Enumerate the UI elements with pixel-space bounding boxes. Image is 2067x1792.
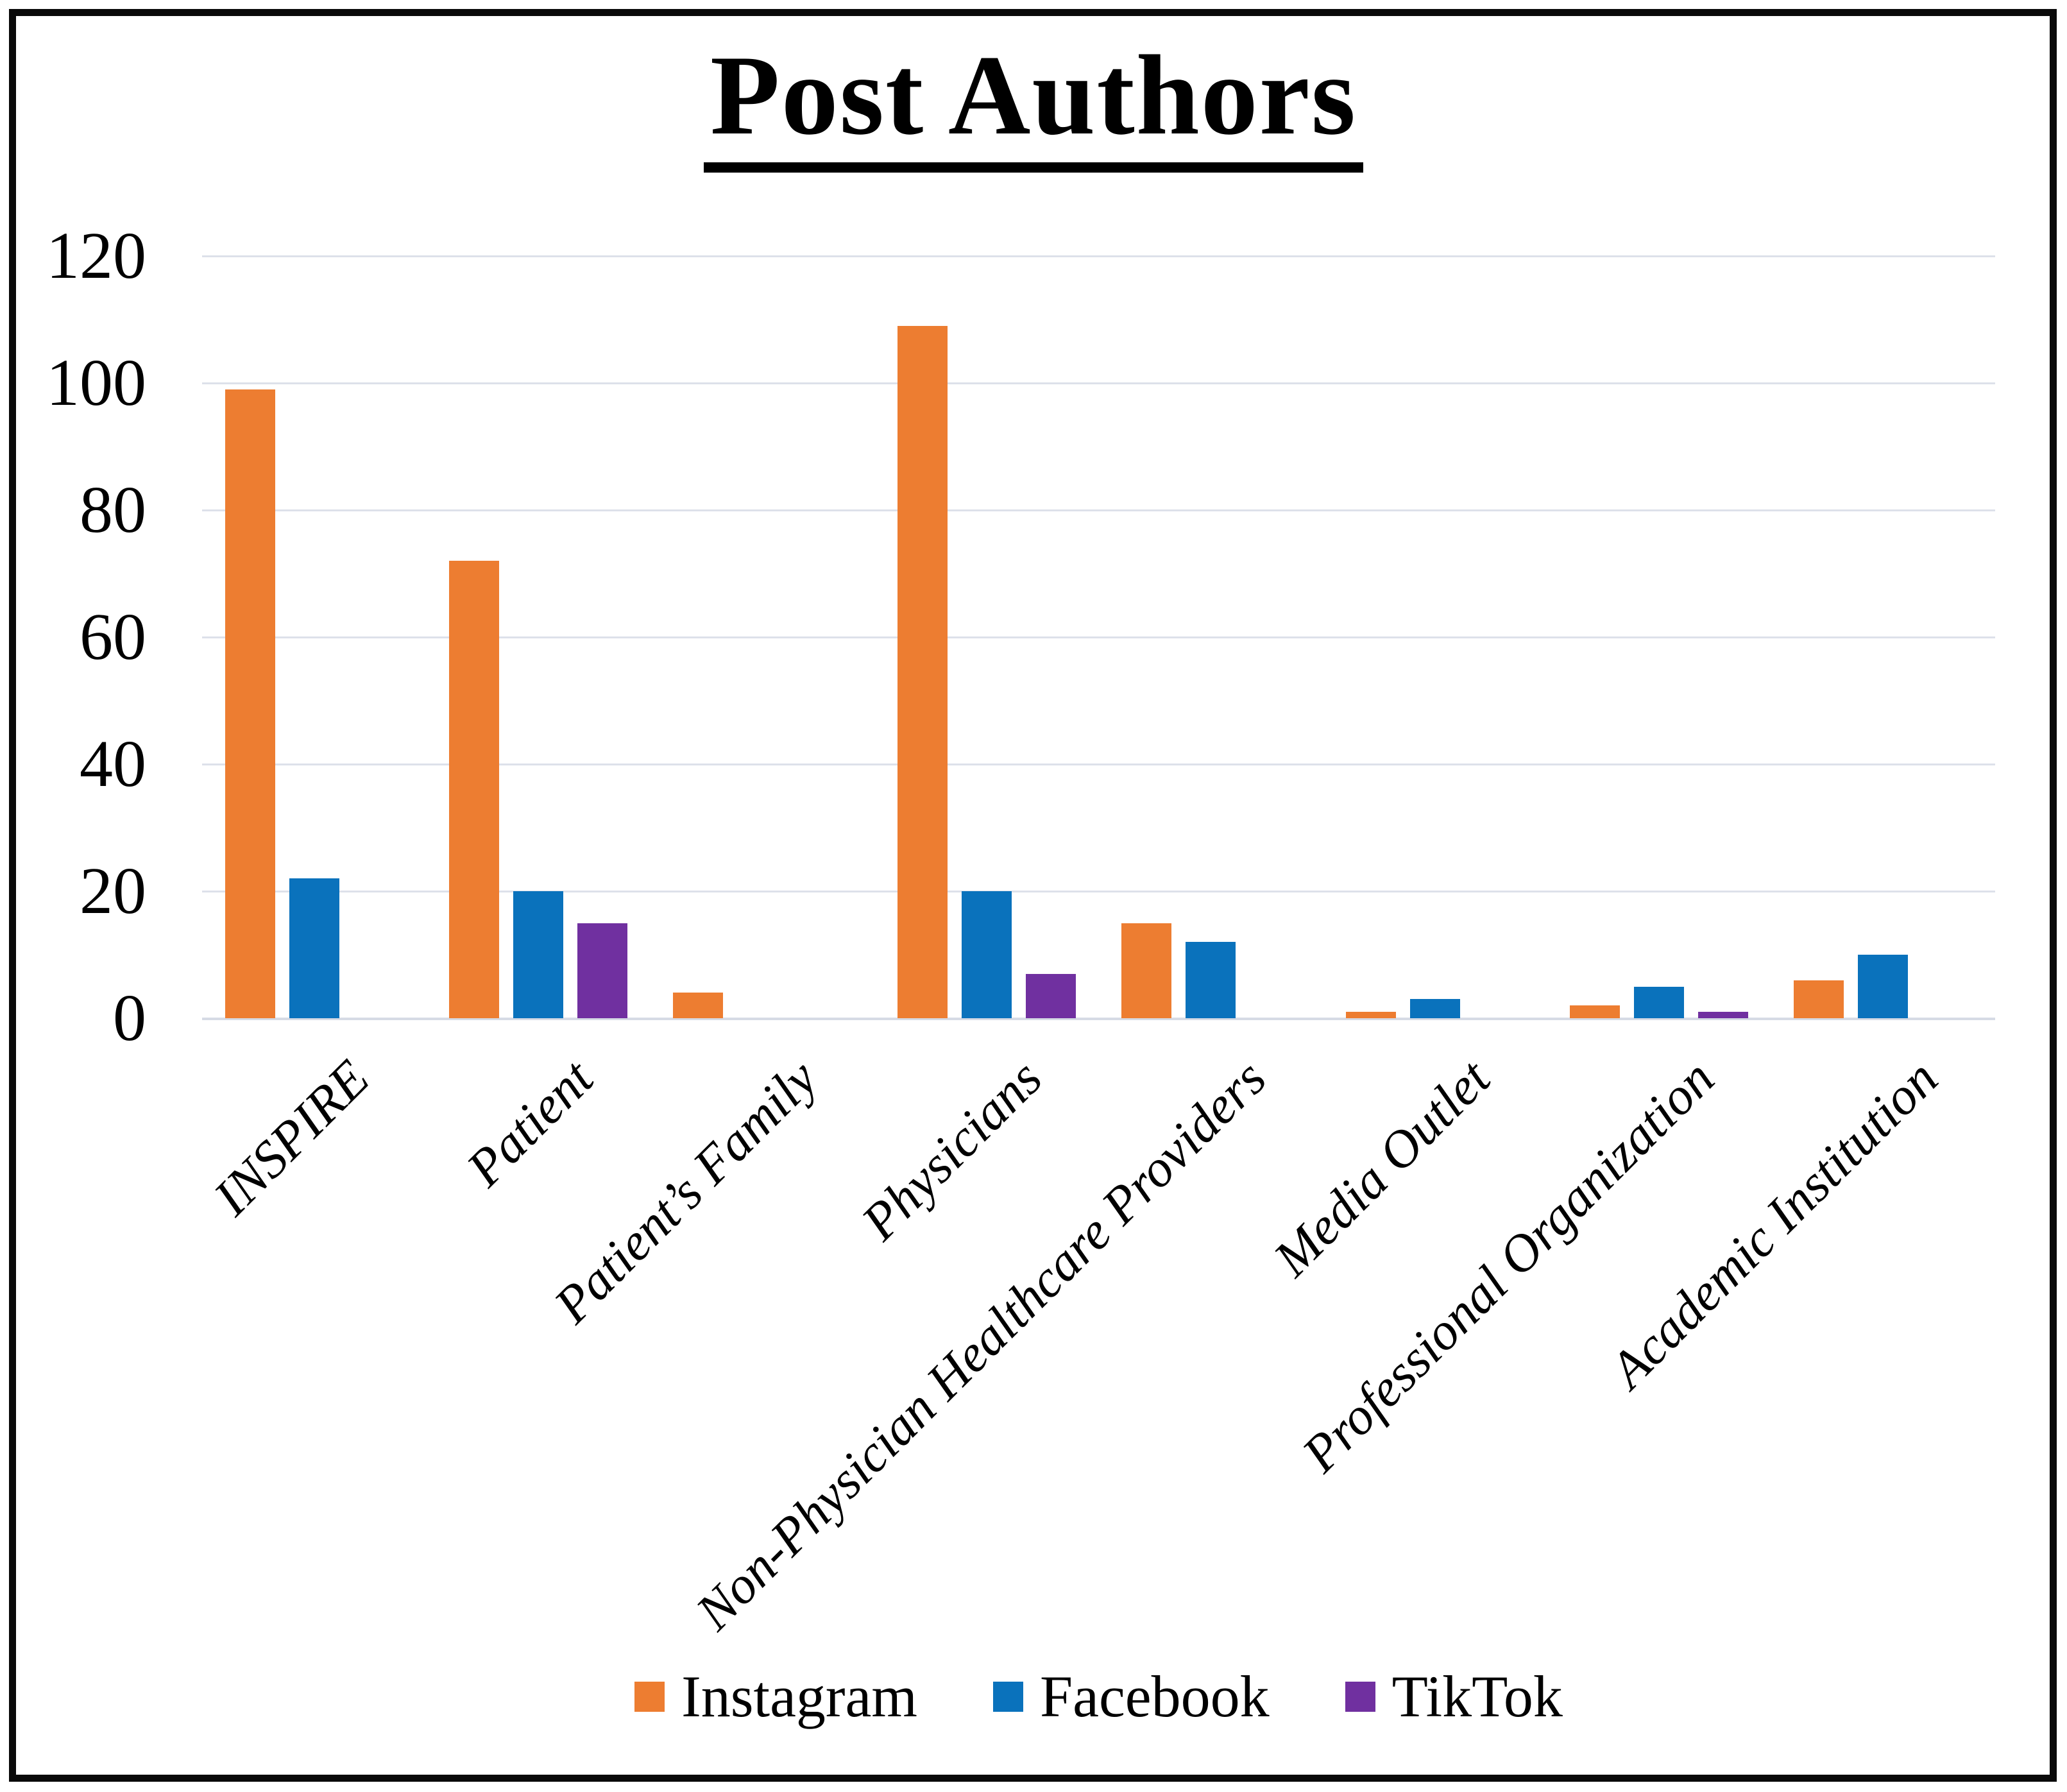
y-tick-label-20: 20 [80,854,146,928]
tiktok-bar [577,923,628,1018]
legend-item-facebook: Facebook [992,1664,1270,1729]
x-category-label: Media Outlet [1262,1048,1501,1288]
legend-item-tiktok: TikTok [1345,1664,1563,1729]
bar-group-5 [1099,256,1323,1018]
gridline-y-0 [202,1018,1995,1020]
bar-group-2 [426,256,650,1018]
instagram-swatch-icon [634,1682,665,1712]
bar-group-7 [1547,256,1771,1018]
instagram-bar [225,389,275,1018]
instagram-bar [1794,980,1844,1018]
x-category-label: Physicians [850,1048,1053,1252]
y-tick-label-100: 100 [46,346,146,420]
facebook-bar [1633,986,1684,1018]
legend: Instagram Facebook TikTok [202,1664,1995,1729]
chart-border-frame [9,9,2057,1782]
facebook-bar [1186,942,1236,1018]
bar-group-6 [1323,256,1547,1018]
instagram-bar [1569,1005,1620,1018]
bar-group-8 [1771,256,1995,1018]
y-tick-label-60: 60 [80,600,146,674]
x-category-label: Patient [455,1048,604,1198]
bar-groups [202,256,1995,1018]
instagram-bar [1345,1012,1396,1018]
chart-title: Post Authors [703,30,1364,173]
instagram-bar [673,993,724,1018]
facebook-bar [1409,999,1460,1018]
gridline-y-20 [202,891,1995,892]
gridline-y-120 [202,255,1995,257]
gridline-y-60 [202,636,1995,638]
legend-label: Instagram [681,1664,917,1729]
bar-group-1 [202,256,426,1018]
facebook-swatch-icon [992,1682,1023,1712]
tiktok-bar [1025,973,1076,1018]
legend-label: Facebook [1039,1664,1270,1729]
bar-group-4 [874,256,1098,1018]
gridline-y-100 [202,382,1995,384]
facebook-bar [961,891,1012,1018]
legend-label: TikTok [1391,1664,1563,1729]
tiktok-swatch-icon [1345,1682,1375,1712]
instagram-bar [1121,923,1172,1018]
legend-item-instagram: Instagram [634,1664,917,1729]
gridline-y-80 [202,509,1995,511]
instagram-bar [897,325,948,1018]
facebook-bar [289,878,339,1018]
x-category-label: Professional Organization [1290,1048,1725,1483]
y-tick-label-0: 0 [113,981,146,1055]
bar-group-3 [651,256,874,1018]
title-area: Post Authors [0,30,2067,173]
y-tick-label-120: 120 [46,219,146,293]
facebook-bar [1858,955,1909,1018]
gridline-y-40 [202,764,1995,765]
plot-area [202,255,1995,1020]
facebook-bar [513,891,564,1018]
tiktok-bar [1697,1012,1748,1018]
instagram-bar [449,561,500,1018]
y-tick-label-40: 40 [80,727,146,801]
x-category-label: INSPIRE [202,1048,380,1227]
y-tick-label-80: 80 [80,473,146,547]
